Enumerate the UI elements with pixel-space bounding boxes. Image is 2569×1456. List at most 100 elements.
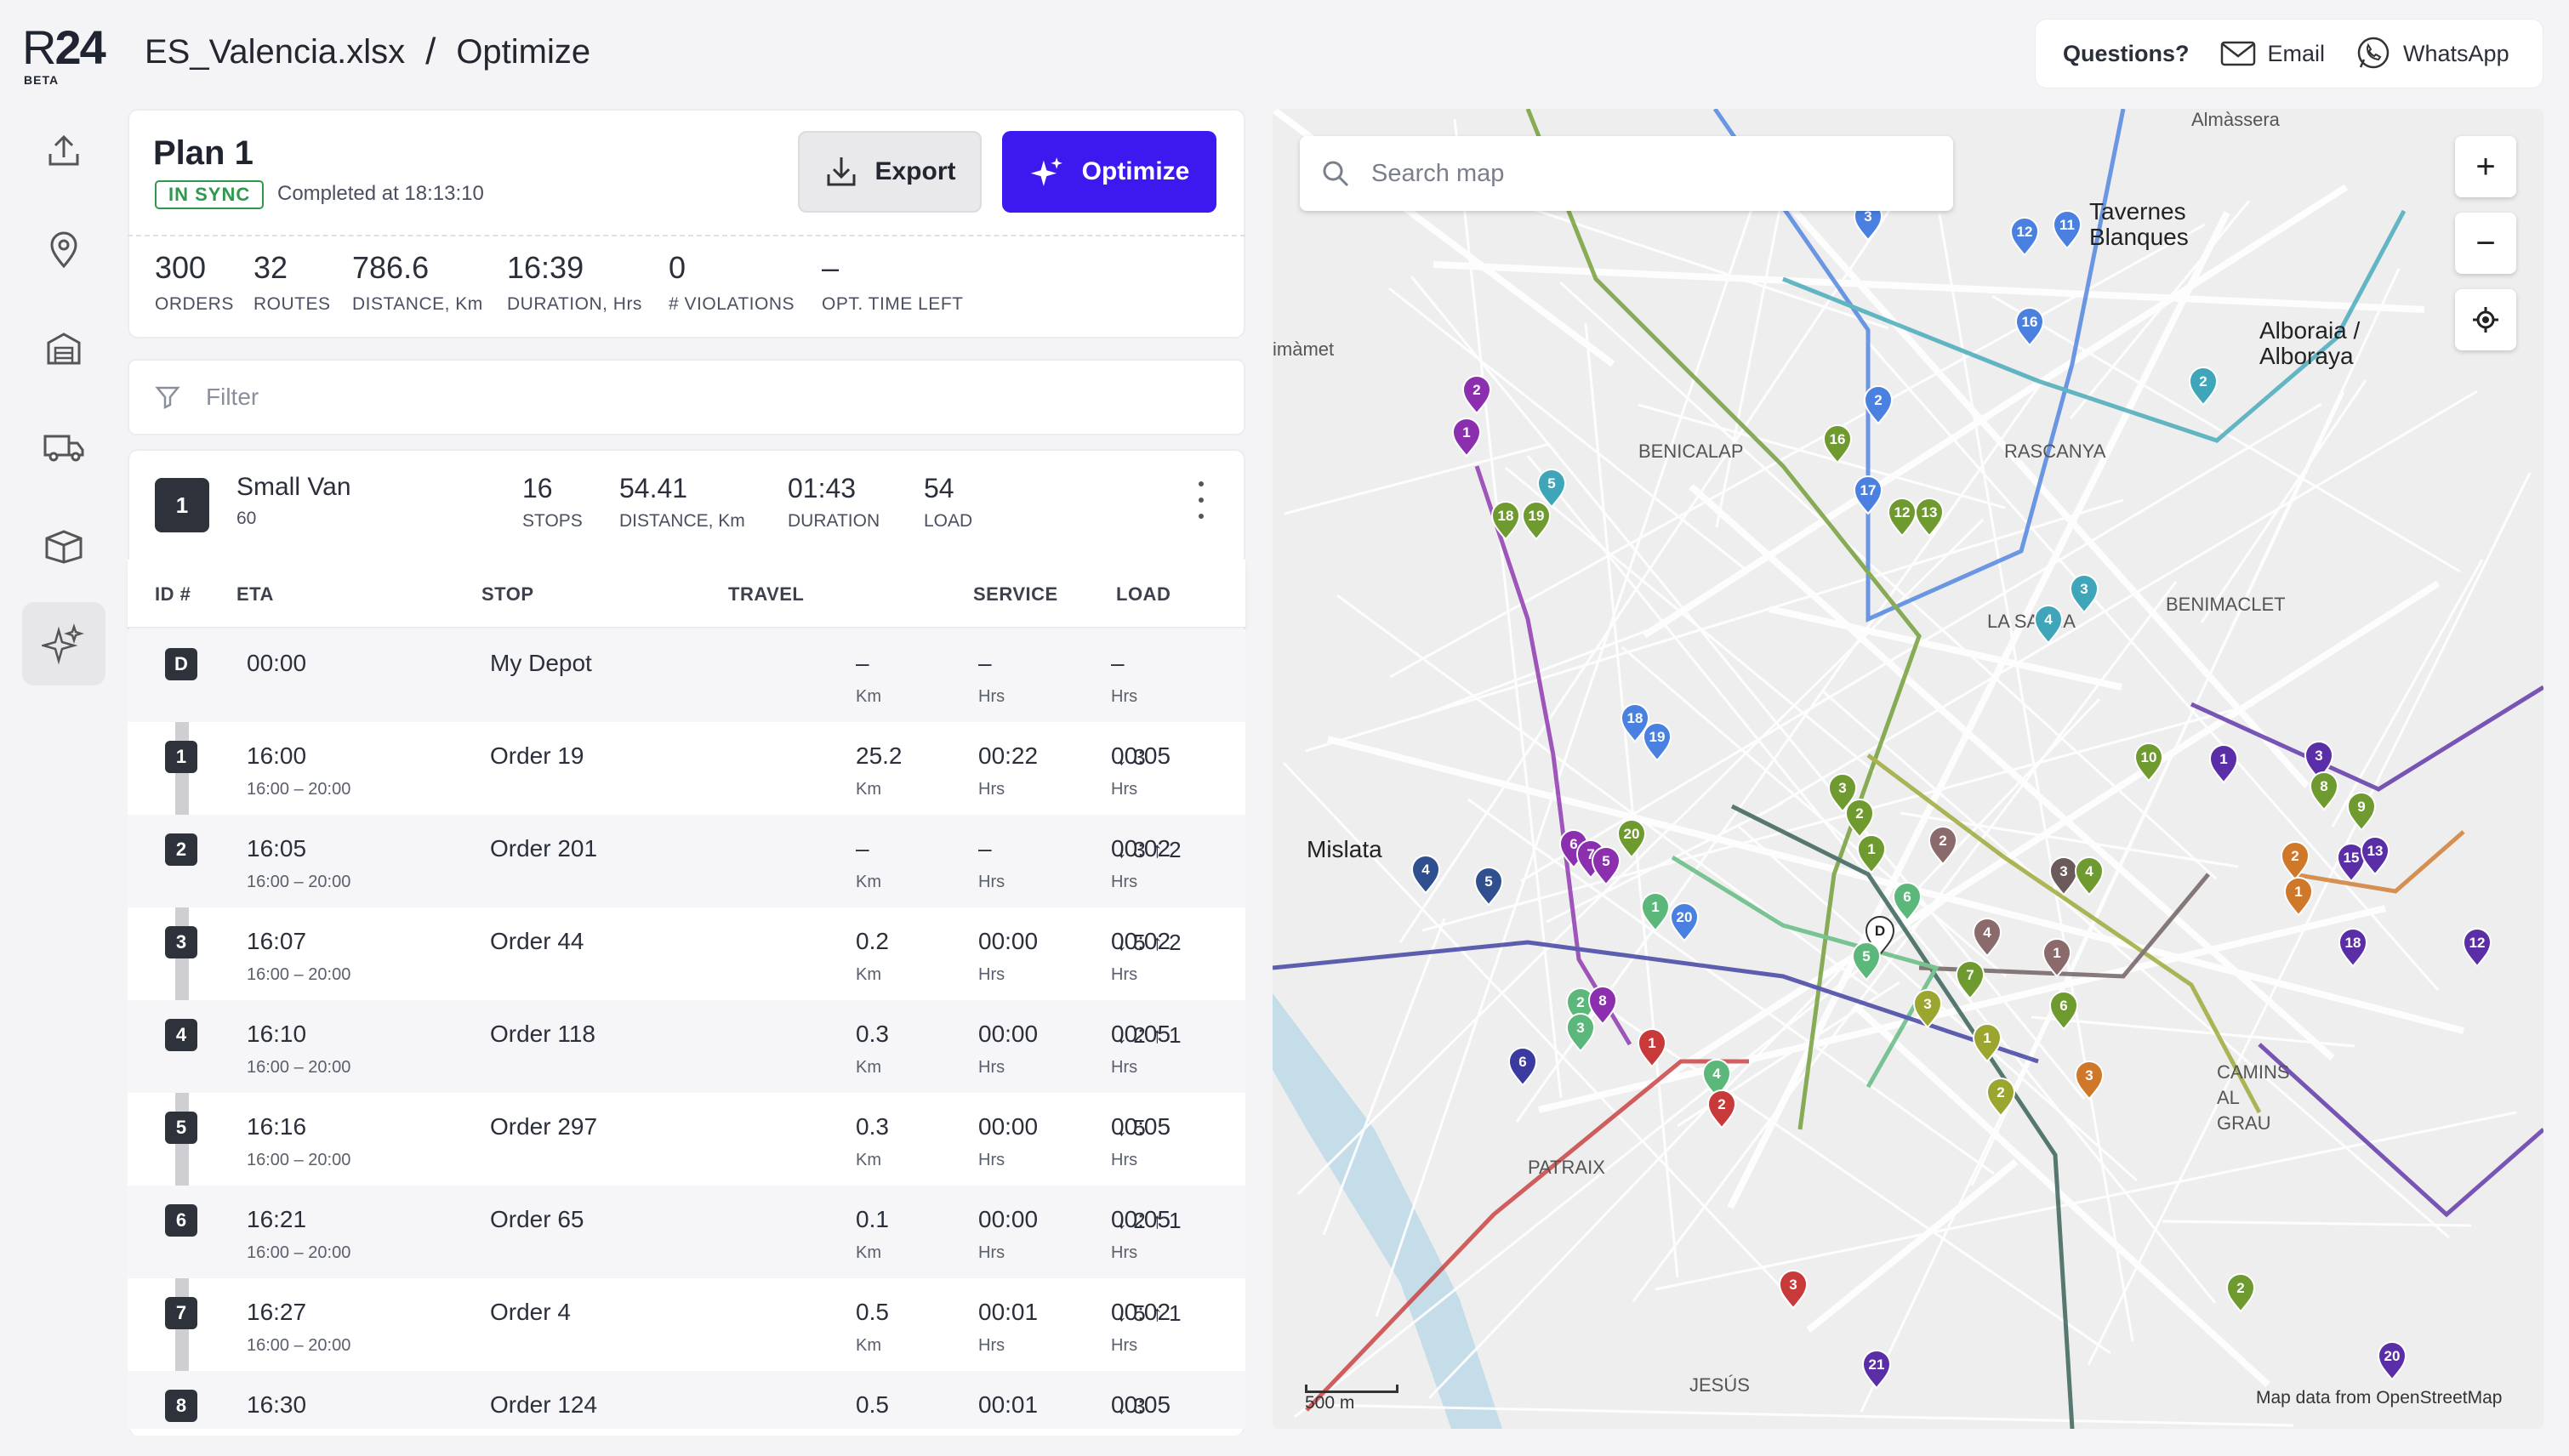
col-id[interactable]: ID # — [155, 583, 191, 605]
map-marker[interactable]: 9 — [2346, 792, 2377, 832]
map-marker[interactable]: 6 — [1507, 1047, 1538, 1087]
map-marker[interactable]: 16 — [2014, 307, 2045, 347]
map-marker[interactable]: 5 — [1536, 469, 1567, 509]
map-marker[interactable]: 4 — [1701, 1059, 1732, 1099]
map-view[interactable]: Tavernes Blanques Alboraia / Alboraya imàmet… — [1273, 109, 2543, 1429]
map-marker[interactable]: 2 — [1985, 1078, 2016, 1118]
map-marker[interactable]: 2 — [1844, 799, 1875, 839]
map-marker[interactable]: 15 — [2336, 843, 2367, 883]
map-marker[interactable]: 13 — [1914, 498, 1945, 537]
app-logo[interactable]: R24 — [22, 20, 106, 74]
map-marker[interactable]: 1 — [2283, 877, 2314, 917]
map-marker[interactable]: 18 — [2338, 928, 2368, 968]
stop-name[interactable]: Order 201 — [490, 835, 598, 862]
map-marker[interactable]: 19 — [1521, 501, 1552, 541]
map-marker[interactable]: 21 — [1861, 1350, 1892, 1390]
map-marker[interactable]: 6 — [2048, 991, 2079, 1031]
email-link[interactable]: Email — [2220, 40, 2325, 67]
stop-name[interactable]: My Depot — [490, 650, 592, 676]
nav-optimize[interactable] — [22, 602, 105, 685]
map-marker[interactable]: 12 — [2009, 217, 2040, 257]
filter-input[interactable]: Filter — [128, 359, 1245, 435]
map-marker[interactable]: 3 — [1827, 773, 1858, 813]
zoom-in-button[interactable]: + — [2455, 136, 2516, 197]
map-marker[interactable]: 18 — [1490, 501, 1521, 541]
table-row[interactable]: 7 16:27 16:00 – 20:00 Order 4 0.5 Km 00:01 Hrs 0… — [128, 1278, 1245, 1371]
stop-name[interactable]: Order 19 — [490, 742, 584, 769]
map-marker[interactable]: 13 — [2360, 836, 2390, 876]
nav-locations[interactable] — [22, 208, 105, 291]
map-search-input[interactable]: Search map — [1300, 136, 1953, 211]
map-marker[interactable]: 5 — [1473, 867, 1504, 907]
map-marker[interactable]: 5 — [1851, 941, 1882, 981]
map-marker[interactable]: 20 — [1616, 819, 1647, 859]
map-marker[interactable]: 2 — [1706, 1089, 1737, 1129]
map-marker[interactable]: 1 — [1637, 1028, 1667, 1068]
stop-name[interactable]: Order 124 — [490, 1391, 598, 1418]
map-marker[interactable]: 1 — [2208, 744, 2239, 784]
nav-vehicles[interactable] — [22, 405, 105, 488]
nav-orders[interactable] — [22, 503, 105, 587]
stop-name[interactable]: Order 118 — [490, 1021, 595, 1047]
col-travel[interactable]: TRAVEL — [728, 583, 805, 605]
map-marker[interactable]: 7 — [1955, 960, 1985, 1000]
map-marker[interactable]: 3 — [1912, 989, 1943, 1029]
table-row[interactable]: 1 16:00 16:00 – 20:00 Order 19 25.2 Km 00:22 Hr… — [128, 722, 1245, 815]
map-marker[interactable]: 12 — [2462, 928, 2492, 968]
map-attribution[interactable]: Map data from OpenStreetMap — [2256, 1388, 2503, 1408]
map-marker[interactable]: 20 — [2377, 1341, 2407, 1381]
map-marker[interactable]: 1 — [1856, 834, 1887, 874]
zoom-out-button[interactable]: − — [2455, 213, 2516, 274]
table-row[interactable]: 3 16:07 16:00 – 20:00 Order 44 0.2 Km 00:00 Hrs… — [128, 907, 1245, 1000]
map-marker[interactable]: 2 — [2188, 367, 2219, 407]
map-marker[interactable]: 3 — [2304, 741, 2334, 781]
col-stop[interactable]: STOP — [481, 583, 534, 605]
stop-name[interactable]: Order 4 — [490, 1299, 571, 1325]
map-marker[interactable]: 17 — [1853, 475, 1883, 515]
table-row[interactable]: 5 16:16 16:00 – 20:00 Order 297 0.3 Km 00:00 Hr… — [128, 1093, 1245, 1186]
map-marker[interactable]: 11 — [2052, 210, 2082, 250]
export-button[interactable]: Export — [798, 131, 982, 213]
nav-upload[interactable] — [22, 109, 105, 192]
breadcrumb-file[interactable]: ES_Valencia.xlsx — [145, 32, 406, 71]
stop-name[interactable]: Order 297 — [490, 1113, 598, 1140]
map-marker[interactable]: 1 — [1972, 1023, 2002, 1063]
table-row[interactable]: 6 16:21 16:00 – 20:00 Order 65 0.1 Km 00:00 Hrs… — [128, 1186, 1245, 1278]
nav-depots[interactable] — [22, 306, 105, 390]
stop-name[interactable]: Order 65 — [490, 1206, 584, 1232]
locate-button[interactable] — [2455, 289, 2516, 350]
map-canvas[interactable]: Tavernes Blanques Alboraia / Alboraya imàmet… — [1273, 109, 2543, 1429]
map-marker[interactable]: 8 — [2309, 771, 2339, 811]
whatsapp-link[interactable]: WhatsApp — [2355, 36, 2509, 71]
map-marker[interactable]: 4 — [2074, 856, 2105, 896]
map-marker[interactable]: 3 — [1565, 1013, 1596, 1053]
col-load[interactable]: LOAD — [1116, 583, 1171, 605]
map-marker[interactable]: 18 — [1620, 703, 1650, 743]
map-marker[interactable]: 3 — [2074, 1061, 2105, 1101]
map-marker[interactable]: 2 — [2225, 1273, 2256, 1313]
map-marker[interactable]: 16 — [1822, 424, 1853, 464]
map-marker[interactable]: 2 — [2280, 841, 2310, 881]
map-marker[interactable]: 2 — [1928, 826, 1958, 866]
optimize-button[interactable]: Optimize — [1002, 131, 1216, 213]
vehicle-menu-button[interactable] — [1189, 476, 1213, 524]
map-marker[interactable]: 19 — [1642, 722, 1672, 762]
col-service[interactable]: SERVICE — [973, 583, 1058, 605]
map-marker[interactable]: 8 — [1587, 986, 1618, 1026]
map-marker[interactable]: 10 — [2133, 742, 2164, 782]
map-marker[interactable]: 4 — [2033, 605, 2064, 645]
table-row[interactable]: D 00:00 My Depot – Km – Hrs – Hrs — [128, 629, 1245, 722]
map-marker[interactable]: 1 — [1451, 418, 1482, 458]
map-marker[interactable]: 20 — [1669, 902, 1700, 942]
map-marker[interactable]: 1 — [2042, 938, 2072, 978]
map-marker[interactable]: 4 — [1972, 918, 2002, 958]
map-marker[interactable]: 2 — [1461, 375, 1492, 415]
map-marker[interactable]: 2 — [1863, 385, 1894, 425]
map-marker[interactable]: 12 — [1887, 498, 1917, 537]
map-marker[interactable]: 6 — [1892, 882, 1922, 922]
table-row[interactable]: 4 16:10 16:00 – 20:00 Order 118 0.3 Km 00:00 Hr… — [128, 1000, 1245, 1093]
map-marker[interactable]: 3 — [1778, 1270, 1809, 1310]
stop-name[interactable]: Order 44 — [490, 928, 584, 954]
map-marker[interactable]: 3 — [2069, 574, 2099, 614]
